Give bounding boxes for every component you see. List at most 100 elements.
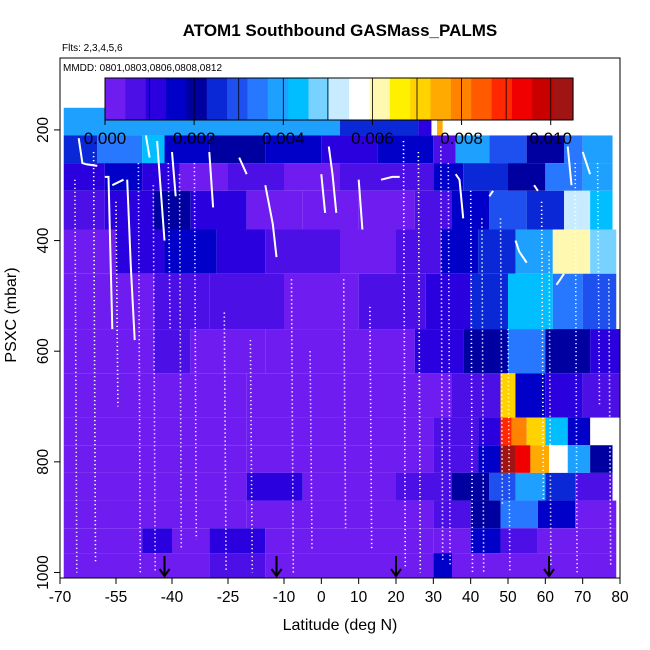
flight-profile xyxy=(327,146,338,213)
x-tick-label: 60 xyxy=(537,589,555,606)
heatmap-cell xyxy=(246,373,396,418)
heatmap-cell xyxy=(209,528,266,554)
heatmap-cell xyxy=(564,190,591,230)
flight-profile xyxy=(152,185,156,573)
flight-profile xyxy=(74,179,78,573)
heatmap-cell xyxy=(526,190,564,230)
flights-label: Flts: 2,3,4,5,6 xyxy=(62,43,123,54)
heatmap-cell xyxy=(63,273,154,330)
heatmap-cell xyxy=(433,417,479,446)
heatmap-cell xyxy=(552,229,591,274)
heatmap-cell xyxy=(590,329,620,374)
colorbar-swatch xyxy=(511,78,533,120)
flight-profile xyxy=(533,184,539,192)
heatmap-cell xyxy=(358,190,415,230)
colorbar-swatch xyxy=(206,78,228,120)
flight-profile xyxy=(178,174,183,551)
colorbar-tick-label: 0.010 xyxy=(529,129,572,148)
flight-profile xyxy=(156,140,166,241)
heatmap-cell xyxy=(63,163,105,191)
heatmap-cell xyxy=(153,190,191,230)
flight-profile xyxy=(555,273,565,286)
heatmap-cell xyxy=(63,373,247,418)
x-tick-label: -10 xyxy=(273,589,296,606)
heatmap-cell xyxy=(511,417,527,446)
heatmap-cell xyxy=(246,190,303,230)
flight-profile xyxy=(238,157,248,175)
heatmap-cell xyxy=(396,163,434,191)
flight-profile xyxy=(439,146,444,562)
heatmap-cell xyxy=(526,417,546,446)
heatmap-cell xyxy=(478,229,516,274)
flight-profile xyxy=(357,179,364,230)
heatmap-cell xyxy=(414,190,452,230)
flight-profile xyxy=(144,135,151,158)
heatmap-cell xyxy=(582,135,613,164)
colorbar-swatch xyxy=(308,78,330,120)
flight-profile xyxy=(540,201,545,501)
heatmap-cell xyxy=(340,229,396,274)
x-tick-label: -55 xyxy=(105,589,127,606)
heatmap-cell xyxy=(582,273,617,330)
flight-profile xyxy=(581,151,592,175)
colorbar-swatch xyxy=(328,78,350,120)
heatmap-cell xyxy=(508,163,546,191)
heatmap-cell xyxy=(153,329,191,374)
heatmap-cell xyxy=(433,500,471,529)
heatmap-cell xyxy=(433,445,479,473)
heatmap-cell xyxy=(265,229,340,274)
dates-label: MMDD: 0801,0803,0806,0808,0812 xyxy=(63,63,222,74)
flight-profile xyxy=(514,240,528,264)
colorbar-swatch xyxy=(105,78,126,120)
heatmap-cell xyxy=(575,500,617,529)
heatmap-cell xyxy=(515,445,531,473)
heatmap-cell xyxy=(455,135,490,164)
heatmap-cell xyxy=(142,135,165,164)
flight-profiles xyxy=(74,115,612,573)
colorbar-swatch xyxy=(552,78,574,120)
flight-profile xyxy=(104,175,114,330)
y-tick-label: 600 xyxy=(35,338,52,364)
heatmap-cell xyxy=(500,373,516,418)
heatmap-cell xyxy=(172,528,210,554)
colorbar-swatch xyxy=(532,78,554,120)
flight-profile xyxy=(137,163,142,573)
heatmap-cell xyxy=(567,417,591,446)
y-tick-label: 400 xyxy=(35,227,52,253)
heatmap-cell xyxy=(530,445,550,473)
x-tick-label: -25 xyxy=(217,589,239,606)
y-tick-label: 1000 xyxy=(35,555,52,590)
flight-profile xyxy=(77,138,87,166)
x-axis-label: Latitude (deg N) xyxy=(283,617,398,634)
x-tick-label: 30 xyxy=(425,589,443,606)
heatmap-cell xyxy=(265,329,340,374)
flight-profile xyxy=(402,140,407,567)
heatmap-cell xyxy=(500,445,516,473)
y-axis: 200 400 600 800 1000 xyxy=(35,117,60,590)
heatmap-cell xyxy=(142,528,172,554)
heatmap-cell xyxy=(590,445,613,473)
heatmap-cell xyxy=(470,500,501,529)
y-tick-label: 200 xyxy=(35,117,52,143)
arrow-head xyxy=(158,568,171,578)
colorbar-tick-label: 0.004 xyxy=(262,129,305,148)
heatmap-cell xyxy=(515,373,546,418)
flight-profile xyxy=(447,163,451,567)
heatmap-cell xyxy=(63,553,210,578)
heatmap-cell xyxy=(63,329,154,374)
x-tick-label: 50 xyxy=(499,589,517,606)
colorbar-swatch xyxy=(125,78,147,120)
colorbar: 0.000 0.002 0.004 0.006 0.008 0.010 xyxy=(84,77,574,148)
x-tick-label: 70 xyxy=(574,589,592,606)
flight-profile xyxy=(309,351,313,551)
heatmap-cell xyxy=(153,273,210,330)
heatmap-cell xyxy=(216,229,266,274)
plot-frame xyxy=(59,57,621,579)
colorbar-tick-label: 0.008 xyxy=(440,129,483,148)
heatmap-cell xyxy=(433,553,452,578)
heatmap-cell xyxy=(549,445,568,473)
flight-profile xyxy=(223,312,227,573)
heatmap-cell xyxy=(246,445,434,473)
flight-profile xyxy=(342,279,347,529)
colorbar-swatch xyxy=(247,78,269,120)
